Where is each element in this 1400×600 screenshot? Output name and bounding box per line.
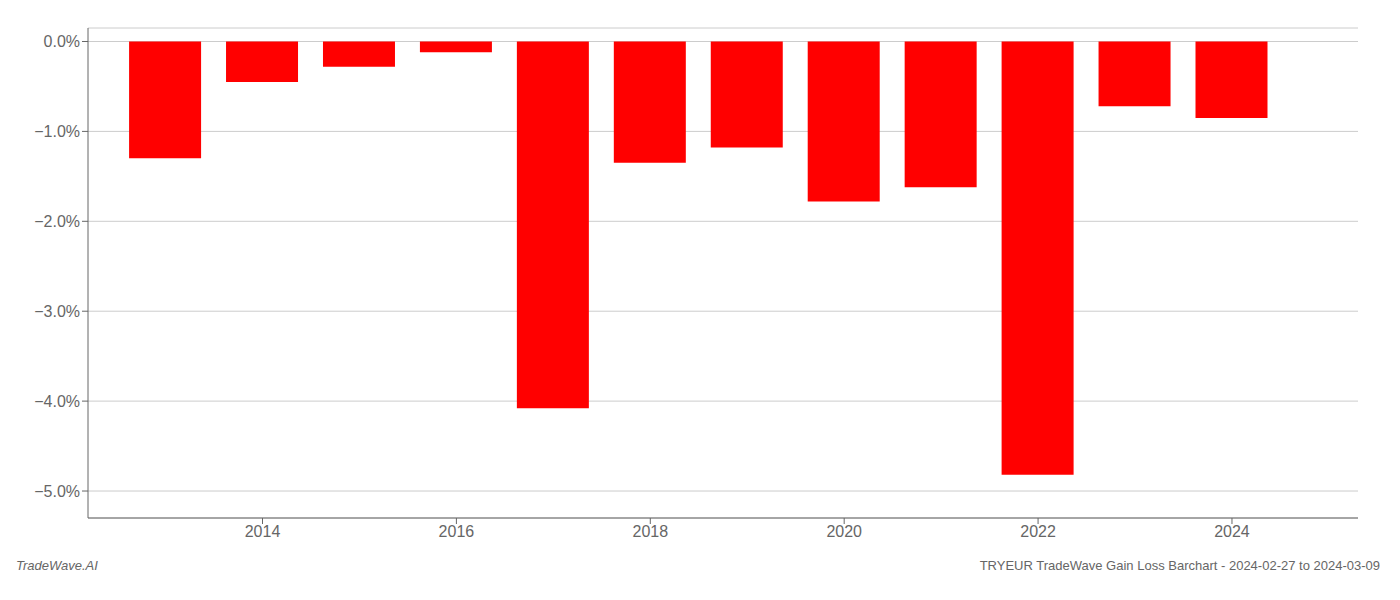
html-text:TradeWave.AI: TradeWave.AI [16,558,98,573]
svg-text:−3.0%: −3.0% [34,303,80,320]
svg-text:2018: 2018 [632,523,668,540]
svg-text:2022: 2022 [1020,523,1056,540]
svg-text:−4.0%: −4.0% [34,393,80,410]
svg-text:2024: 2024 [1214,523,1250,540]
svg-text:2020: 2020 [826,523,862,540]
svg-text:−2.0%: −2.0% [34,213,80,230]
html-text:TRYEUR TradeWave Gain Loss Bar: TRYEUR TradeWave Gain Loss Barchart - 20… [979,558,1380,573]
svg-text:−5.0%: −5.0% [34,483,80,500]
svg-text:−1.0%: −1.0% [34,123,80,140]
svg-text:0.0%: 0.0% [44,33,80,50]
svg-text:2016: 2016 [439,523,475,540]
svg-text:2014: 2014 [245,523,281,540]
